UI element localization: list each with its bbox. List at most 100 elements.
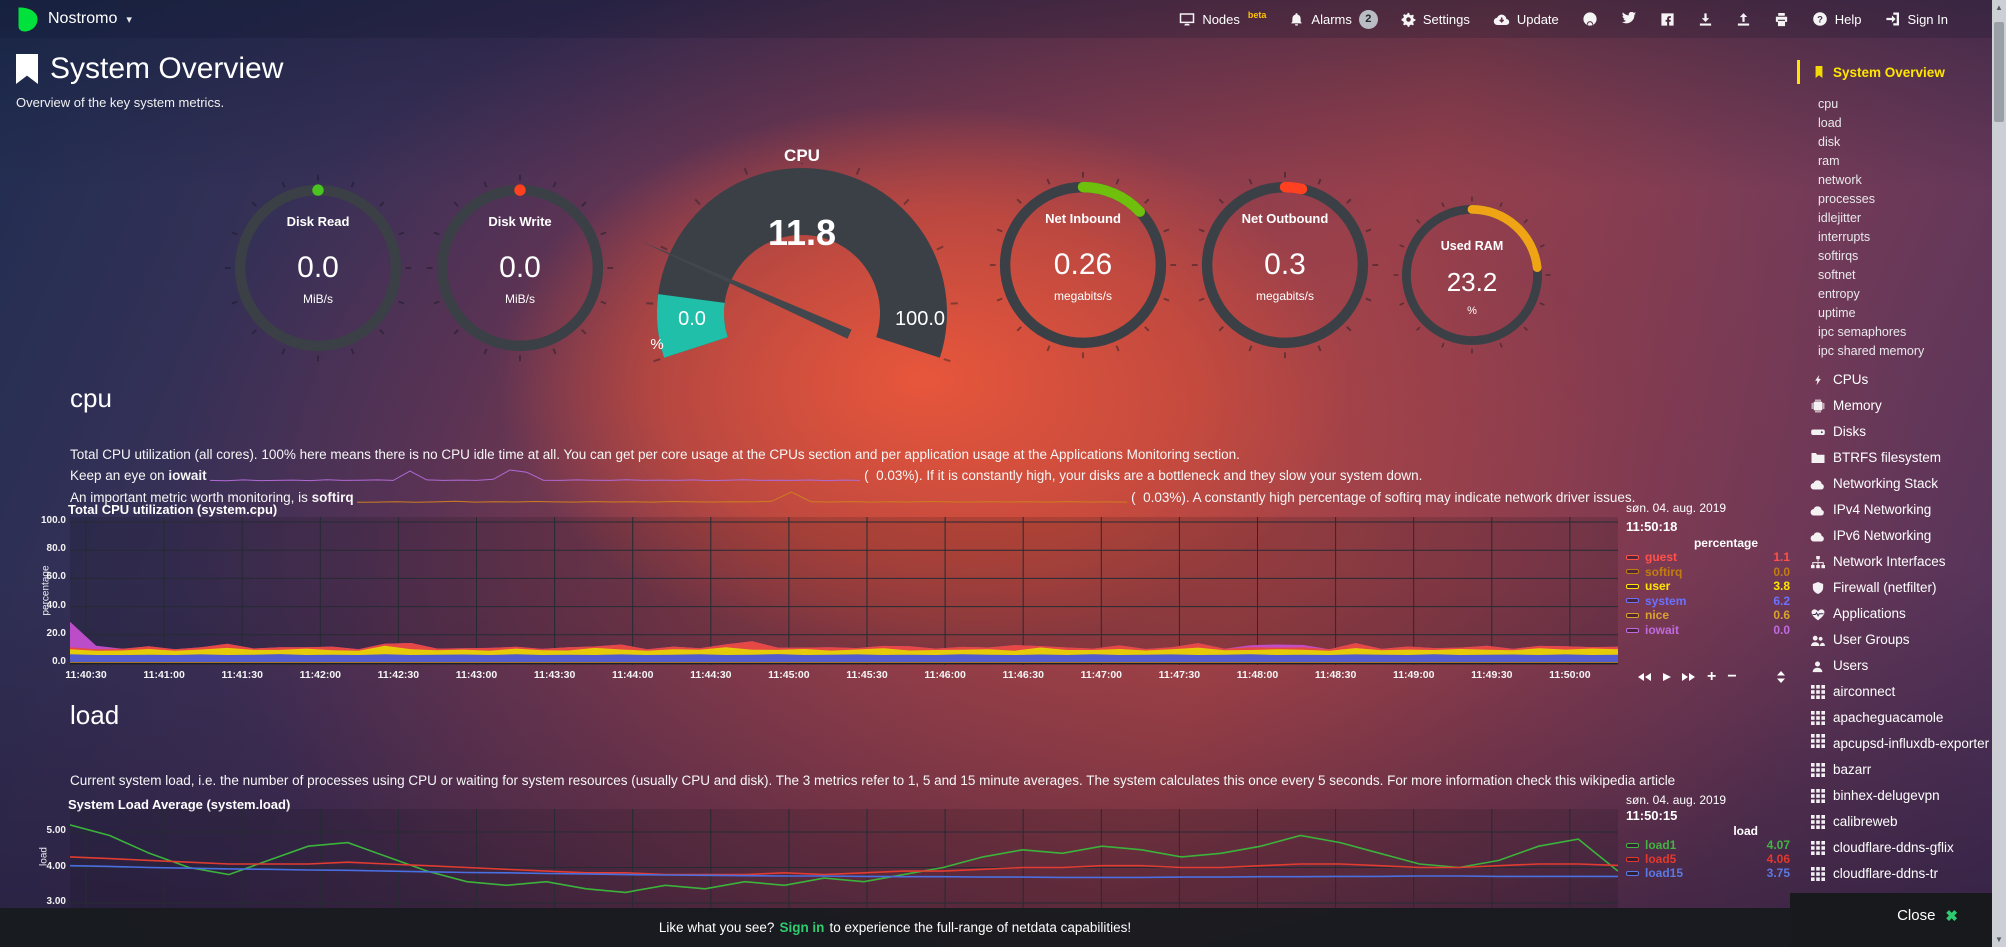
alarms-button[interactable]: Alarms 2 <box>1289 9 1378 29</box>
gauge-unit: % <box>1467 305 1477 317</box>
sidebar-item-network[interactable]: network <box>1797 170 1990 189</box>
legend-row-load15[interactable]: load15 3.75 <box>1626 866 1790 880</box>
legend-swatch <box>1626 856 1639 862</box>
bolt-icon <box>1810 373 1825 387</box>
legend-row-load5[interactable]: load5 4.06 <box>1626 852 1790 866</box>
softirq-term: softirq <box>311 489 354 505</box>
download-button[interactable] <box>1698 12 1713 27</box>
legend-row-load1[interactable]: load1 4.07 <box>1626 838 1790 852</box>
signin-link[interactable]: Sign in <box>779 920 825 935</box>
sidebar-item-ipv4-networking[interactable]: IPv4 Networking <box>1797 497 1990 523</box>
gauge-disk-write[interactable]: Disk Write 0.0 MiB/s <box>425 173 615 363</box>
sidebar-item-interrupts[interactable]: interrupts <box>1797 227 1990 246</box>
sidebar-item-ipc-semaphores[interactable]: ipc semaphores <box>1797 322 1990 341</box>
close-icon[interactable]: ✖ <box>1945 908 1958 925</box>
sidebar-item-system-overview[interactable]: System Overview <box>1797 60 1990 84</box>
legend-row-guest[interactable]: guest 1.1 <box>1626 550 1790 564</box>
gauge-disk-read[interactable]: Disk Read 0.0 MiB/s <box>223 173 413 363</box>
sidebar-item-cpus[interactable]: CPUs <box>1797 367 1990 393</box>
sidebar-item-softirqs[interactable]: softirqs <box>1797 246 1990 265</box>
signin-promo-bar: Like what you see? Sign in to experience… <box>0 908 1790 947</box>
legend-row-system[interactable]: system 6.2 <box>1626 594 1790 608</box>
gauge-net-outbound[interactable]: Net Outbound 0.3 megabits/s <box>1190 170 1380 360</box>
pan-backward-icon[interactable] <box>1637 672 1651 682</box>
folder-icon <box>1810 452 1825 464</box>
sidebar-item-load[interactable]: load <box>1797 113 1990 132</box>
twitter-button[interactable] <box>1621 12 1637 26</box>
shield-icon <box>1810 581 1825 595</box>
sidebar-item-ipc-shared-memory[interactable]: ipc shared memory <box>1797 341 1990 360</box>
sidebar-item-binhex-delugevpn[interactable]: binhex-delugevpn <box>1797 783 1990 809</box>
sidebar-item-disk[interactable]: disk <box>1797 132 1990 151</box>
sidebar-item-ram[interactable]: ram <box>1797 151 1990 170</box>
gauge-value: 0.26 <box>1053 248 1113 281</box>
legend-value: 4.07 <box>1766 838 1790 852</box>
sidebar-item-network-interfaces[interactable]: Network Interfaces <box>1797 549 1990 575</box>
sidebar-item-calibreweb[interactable]: calibreweb <box>1797 809 1990 835</box>
sidebar-item-networking-stack[interactable]: Networking Stack <box>1797 471 1990 497</box>
gauge-net-outbound-canvas <box>1191 171 1379 359</box>
scroll-up-icon[interactable]: ▲ <box>1995 3 2003 12</box>
sidebar-item-entropy[interactable]: entropy <box>1797 284 1990 303</box>
resize-handle-icon[interactable] <box>1776 671 1786 683</box>
sidebar-item-btrfs-filesystem[interactable]: BTRFS filesystem <box>1797 445 1990 471</box>
print-button[interactable] <box>1774 12 1789 27</box>
gauge-cpu[interactable]: CPU 11.8 0.0 100.0 % <box>642 146 962 366</box>
sidebar-item-label: cloudflare-ddns-gflix <box>1833 840 1954 855</box>
sidebar-item-uptime[interactable]: uptime <box>1797 303 1990 322</box>
sidebar-item-cloudflare-ddns-gflix[interactable]: cloudflare-ddns-gflix <box>1797 835 1990 861</box>
sidebar-item-user-groups[interactable]: User Groups <box>1797 627 1990 653</box>
sidebar-item-label: softirqs <box>1818 248 1859 263</box>
sidebar-item-cloudflare-ddns-tr[interactable]: cloudflare-ddns-tr <box>1797 861 1990 887</box>
legend-value: 3.75 <box>1766 866 1790 880</box>
sidebar-item-bazarr[interactable]: bazarr <box>1797 757 1990 783</box>
sidebar-item-apacheguacamole[interactable]: apacheguacamole <box>1797 705 1990 731</box>
sidebar-item-airconnect[interactable]: airconnect <box>1797 679 1990 705</box>
zoom-in-icon[interactable]: + <box>1707 668 1717 685</box>
cpu-ytick: 40.0 <box>46 599 66 611</box>
close-label[interactable]: Close <box>1897 907 1936 924</box>
load-chart-canvas[interactable] <box>70 809 1618 908</box>
chevron-down-icon: ▾ <box>126 13 132 26</box>
sidebar-item-softnet[interactable]: softnet <box>1797 265 1990 284</box>
sidebar-item-users[interactable]: Users <box>1797 653 1990 679</box>
sidebar-item-ipv6-networking[interactable]: IPv6 Networking <box>1797 523 1990 549</box>
legend-name: load15 <box>1645 866 1684 880</box>
signin-button[interactable]: Sign In <box>1885 11 1948 27</box>
page-scrollbar[interactable]: ▲ ▼ <box>1992 0 2006 947</box>
sidebar-item-memory[interactable]: Memory <box>1797 393 1990 419</box>
sidebar-item-idlejitter[interactable]: idlejitter <box>1797 208 1990 227</box>
gauge-used-ram[interactable]: Used RAM 23.2 % <box>1392 195 1552 355</box>
github-button[interactable] <box>1582 11 1598 27</box>
legend-row-user[interactable]: user 3.8 <box>1626 579 1790 593</box>
sidebar-item-disks[interactable]: Disks <box>1797 419 1990 445</box>
sidebar-item-firewall-netfilter-[interactable]: Firewall (netfilter) <box>1797 575 1990 601</box>
sidebar-item-processes[interactable]: processes <box>1797 189 1990 208</box>
scroll-down-icon[interactable]: ▼ <box>1995 935 2003 944</box>
upload-button[interactable] <box>1736 12 1751 27</box>
cpu-xtick: 11:44:30 <box>690 669 732 681</box>
sidebar-item-applications[interactable]: Applications <box>1797 601 1990 627</box>
load-chart-time: 11:50:15 <box>1626 808 1678 823</box>
cpu-chart-canvas[interactable] <box>70 517 1618 665</box>
sidebar-item-cpu[interactable]: cpu <box>1797 94 1990 113</box>
scrollbar-thumb[interactable] <box>1994 22 2004 122</box>
help-button[interactable]: ? Help <box>1812 11 1862 27</box>
legend-name: system <box>1645 593 1687 608</box>
cpu-xtick: 11:43:00 <box>455 669 498 681</box>
nodes-button[interactable]: Nodes beta <box>1179 10 1266 27</box>
play-icon[interactable] <box>1662 672 1671 682</box>
gauge-disk-read-canvas <box>224 174 412 362</box>
sidebar-item-label: Applications <box>1833 606 1906 621</box>
node-selector[interactable]: Nostromo ▾ <box>14 6 132 33</box>
legend-row-nice[interactable]: nice 0.6 <box>1626 608 1790 622</box>
zoom-out-icon[interactable]: − <box>1727 668 1737 685</box>
legend-row-iowait[interactable]: iowait 0.0 <box>1626 623 1790 637</box>
sidebar-item-apcupsd-influxdb-exporter[interactable]: apcupsd-influxdb-exporter <box>1797 731 1990 757</box>
pan-forward-icon[interactable] <box>1682 672 1696 682</box>
gauge-net-inbound[interactable]: Net Inbound 0.26 megabits/s <box>988 170 1178 360</box>
settings-button[interactable]: Settings <box>1401 12 1470 27</box>
update-button[interactable]: Update <box>1493 12 1559 27</box>
facebook-button[interactable] <box>1660 12 1675 27</box>
legend-row-softirq[interactable]: softirq 0.0 <box>1626 565 1790 579</box>
